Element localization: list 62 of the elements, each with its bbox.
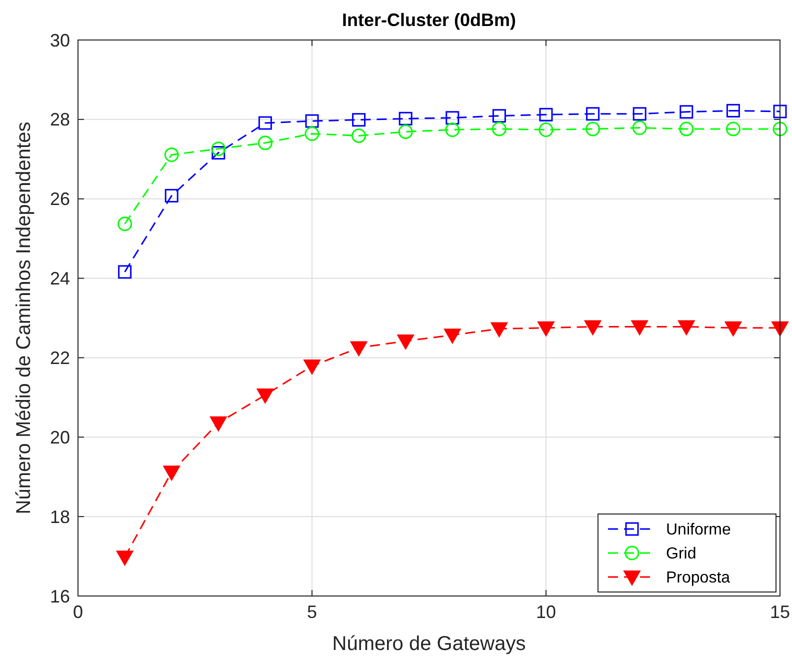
y-tick-label: 18: [50, 506, 70, 527]
point: [773, 104, 787, 118]
point: [726, 122, 740, 136]
point: [258, 116, 272, 130]
point: [586, 107, 600, 121]
point: [772, 122, 788, 136]
point: [678, 320, 695, 336]
legend-label: Uniforme: [666, 522, 732, 539]
x-tick-label: 0: [72, 602, 84, 622]
y-tick-label: 24: [50, 268, 70, 289]
point: [118, 265, 132, 279]
point: [539, 108, 553, 122]
point: [256, 388, 274, 404]
point: [212, 146, 226, 160]
point: [164, 188, 178, 202]
point: [679, 122, 694, 136]
x-tick-label: 5: [306, 602, 318, 622]
point: [350, 341, 368, 356]
point: [492, 109, 506, 123]
point: [210, 416, 227, 432]
point: [632, 120, 647, 136]
point: [258, 136, 272, 150]
point: [163, 466, 180, 481]
point: [352, 128, 366, 143]
point: [724, 321, 742, 336]
point: [304, 360, 320, 375]
point: [164, 148, 179, 162]
point: [446, 111, 460, 125]
y-tick-label: 26: [50, 189, 70, 210]
point: [490, 322, 508, 338]
x-tick-label: 15: [770, 602, 790, 622]
y-tick-label: 28: [50, 110, 70, 130]
x-tick-label: 10: [536, 602, 556, 622]
point: [398, 124, 413, 139]
point: [445, 122, 460, 138]
point: [538, 321, 554, 336]
y-axis-title: Número Médio de Caminhos Independentes: [13, 122, 35, 514]
point: [538, 122, 554, 138]
point: [397, 334, 414, 350]
point: [631, 320, 648, 336]
x-axis-title: Número de Gateways: [332, 633, 526, 655]
point: [444, 328, 461, 344]
point: [305, 114, 319, 128]
point: [352, 113, 366, 127]
y-tick-label: 30: [50, 30, 70, 50]
point: [211, 142, 226, 156]
point: [118, 216, 132, 232]
point: [116, 550, 134, 566]
point: [584, 320, 602, 336]
legend-label: Grid: [666, 546, 696, 563]
point: [586, 122, 600, 136]
y-tick-label: 22: [50, 348, 70, 368]
chart-title: Inter-Cluster (0dBm): [342, 10, 516, 30]
legend-label: Proposta: [666, 570, 730, 587]
point: [726, 104, 740, 118]
y-tick-label: 16: [50, 586, 70, 606]
point: [304, 126, 320, 141]
point: [680, 105, 694, 119]
point: [398, 112, 412, 126]
point: [632, 107, 646, 121]
y-tick-label: 20: [50, 427, 70, 448]
point: [492, 122, 506, 136]
